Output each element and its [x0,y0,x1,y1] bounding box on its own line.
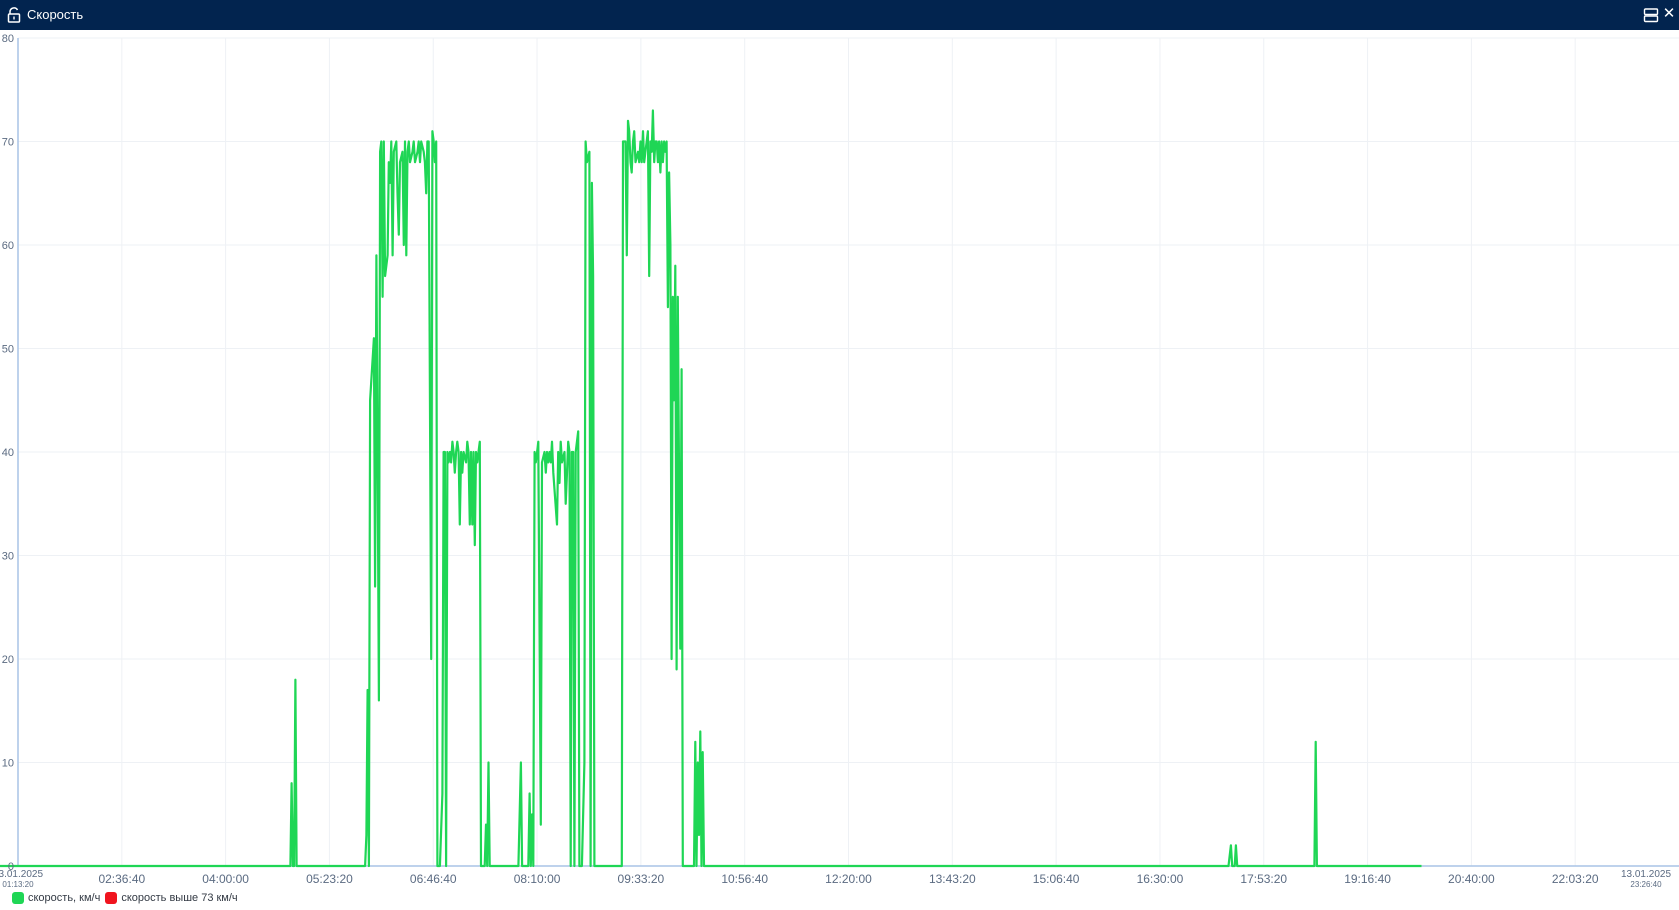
y-tick-label: 40 [2,447,14,459]
window-title: Скорость [27,7,84,22]
x-tick-label: 12:20:00 [825,872,872,886]
x-end-date-label: 13.01.2025 [1621,869,1671,880]
y-tick-label: 30 [2,551,14,563]
legend-swatch-speed [12,892,24,904]
x-tick-label: 05:23:20 [306,872,353,886]
x-tick-label: 17:53:20 [1240,872,1287,886]
chart-grid [17,37,1679,867]
x-tick-label: 04:00:00 [202,872,249,886]
x-start-time-label: 01:13:20 [2,880,34,889]
legend-label-overspeed: скорость выше 73 км/ч [121,892,238,904]
y-tick-label: 10 [2,758,14,770]
x-tick-label: 10:56:40 [721,872,768,886]
speed-series-line [0,109,1422,868]
x-tick-label: 09:33:20 [618,872,665,886]
x-start-date-label: 13.01.2025 [0,869,43,880]
x-tick-label: 08:10:00 [514,872,561,886]
y-tick-label: 20 [2,654,14,666]
window-titlebar: Скорость ✕ [0,0,1679,30]
close-icon[interactable]: ✕ [1662,5,1676,22]
y-tick-label: 60 [2,240,14,252]
x-tick-label: 20:40:00 [1448,872,1495,886]
speed-chart: 0 10 20 30 40 50 60 70 80 02:36:40 04:00:00 05:23:2… [0,33,1679,889]
legend-item-speed[interactable]: скорость, км/ч [12,892,100,904]
stacked-panels-icon[interactable] [1643,7,1659,23]
x-tick-label: 13:43:20 [929,872,976,886]
x-tick-label: 02:36:40 [98,872,145,886]
y-tick-label: 70 [2,137,14,149]
chart-series [0,109,1422,868]
legend-label-speed: скорость, км/ч [28,892,101,904]
chart-legend: скорость, км/ч скорость выше 73 км/ч [12,891,243,905]
x-tick-label: 22:03:20 [1552,872,1599,886]
x-end-time-label: 23:26:40 [1630,880,1662,889]
x-tick-label: 06:46:40 [410,872,457,886]
x-tick-label: 19:16:40 [1344,872,1391,886]
unlocked-padlock-icon[interactable] [6,7,22,23]
y-tick-label: 50 [2,344,14,356]
y-tick-label: 0 [8,861,14,873]
y-tick-label: 80 [2,33,14,45]
chart-tick-labels: 0 10 20 30 40 50 60 70 80 02:36:40 04:00:00 05:23:2… [0,33,1671,889]
x-tick-label: 16:30:00 [1137,872,1184,886]
legend-swatch-overspeed [105,892,118,904]
legend-item-overspeed[interactable]: скорость выше 73 км/ч [105,892,238,904]
x-tick-label: 15:06:40 [1033,872,1080,886]
